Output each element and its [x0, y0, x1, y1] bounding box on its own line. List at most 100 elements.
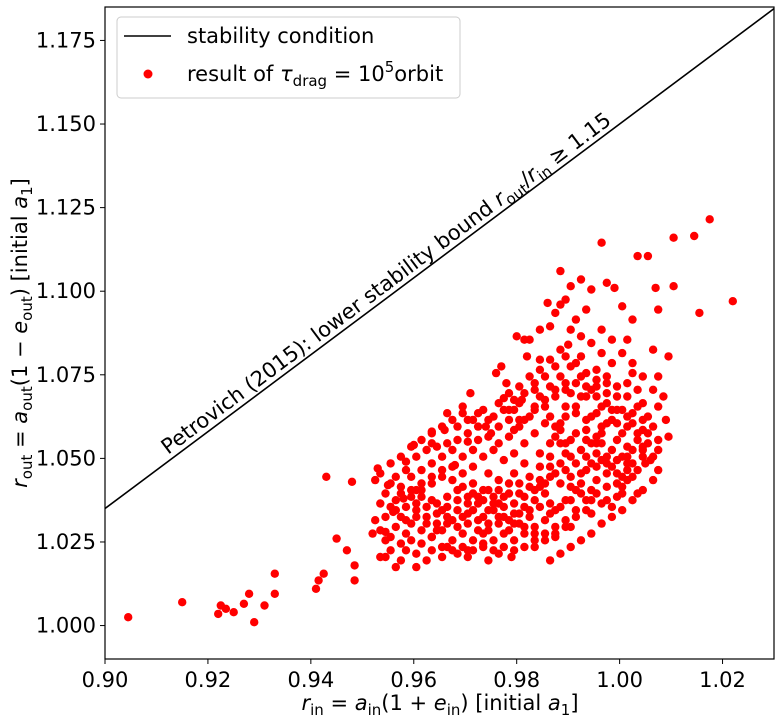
data-point — [706, 215, 714, 223]
data-point — [495, 486, 503, 494]
y-tick-label: 1.125 — [36, 196, 96, 220]
data-point — [567, 543, 575, 551]
data-point — [469, 546, 477, 554]
data-point — [613, 419, 621, 427]
data-point — [561, 523, 569, 531]
data-point — [561, 352, 569, 360]
data-point — [443, 409, 451, 417]
data-point — [417, 526, 425, 534]
data-point — [474, 436, 482, 444]
data-point — [577, 352, 585, 360]
data-point — [536, 463, 544, 471]
data-point — [453, 523, 461, 531]
data-point — [428, 459, 436, 467]
data-point — [510, 426, 518, 434]
data-point — [510, 536, 518, 544]
data-point — [438, 553, 446, 561]
data-point — [531, 486, 539, 494]
data-point — [556, 267, 564, 275]
data-point — [551, 309, 559, 317]
data-point — [520, 523, 528, 531]
data-point — [402, 466, 410, 474]
x-tick-label: 0.96 — [390, 668, 437, 692]
data-point — [633, 252, 641, 260]
data-point — [453, 506, 461, 514]
data-point — [546, 556, 554, 564]
data-point — [628, 446, 636, 454]
data-point — [484, 556, 492, 564]
data-point — [438, 506, 446, 514]
data-point — [613, 382, 621, 390]
data-point — [314, 576, 322, 584]
data-point — [633, 429, 641, 437]
data-point — [556, 503, 564, 511]
data-point — [392, 506, 400, 514]
data-point — [479, 406, 487, 414]
data-point — [639, 446, 647, 454]
data-point — [592, 409, 600, 417]
data-point — [556, 479, 564, 487]
data-point — [407, 443, 415, 451]
data-point — [597, 519, 605, 527]
data-point — [500, 529, 508, 537]
x-tick-label: 1.02 — [699, 668, 746, 692]
data-point — [515, 509, 523, 517]
y-tick-label: 1.000 — [36, 614, 96, 638]
data-point — [124, 613, 132, 621]
data-point — [407, 536, 415, 544]
data-point — [510, 396, 518, 404]
data-point — [531, 406, 539, 414]
data-point — [633, 466, 641, 474]
data-point — [610, 284, 618, 292]
data-point — [561, 449, 569, 457]
data-point — [582, 416, 590, 424]
data-point — [613, 406, 621, 414]
data-point — [556, 459, 564, 467]
data-point — [572, 379, 580, 387]
data-point — [386, 533, 394, 541]
data-point — [623, 392, 631, 400]
data-point — [654, 305, 662, 313]
data-point — [729, 297, 737, 305]
data-point — [649, 476, 657, 484]
data-point — [587, 486, 595, 494]
data-point — [618, 349, 626, 357]
data-point — [443, 493, 451, 501]
data-point — [561, 402, 569, 410]
data-point — [459, 513, 467, 521]
data-point — [572, 402, 580, 410]
data-point — [433, 443, 441, 451]
data-point — [577, 479, 585, 487]
data-point — [551, 386, 559, 394]
y-tick-label: 1.025 — [36, 530, 96, 554]
data-point — [541, 419, 549, 427]
data-point — [561, 412, 569, 420]
data-point — [417, 436, 425, 444]
data-point — [639, 416, 647, 424]
data-point — [603, 419, 611, 427]
data-point — [556, 550, 564, 558]
data-point — [469, 506, 477, 514]
data-point — [520, 439, 528, 447]
data-point — [587, 285, 595, 293]
data-point — [597, 349, 605, 357]
data-point — [623, 453, 631, 461]
data-point — [531, 529, 539, 537]
data-point — [525, 372, 533, 380]
data-point — [628, 315, 636, 323]
data-point — [623, 379, 631, 387]
data-point — [536, 326, 544, 334]
data-point — [613, 479, 621, 487]
data-point — [618, 506, 626, 514]
data-point — [577, 275, 585, 283]
data-point — [453, 496, 461, 504]
data-point — [525, 473, 533, 481]
data-point — [271, 570, 279, 578]
data-point — [587, 496, 595, 504]
data-point — [695, 309, 703, 317]
data-point — [556, 346, 564, 354]
data-point — [572, 315, 580, 323]
data-point — [551, 362, 559, 370]
data-point — [587, 459, 595, 467]
